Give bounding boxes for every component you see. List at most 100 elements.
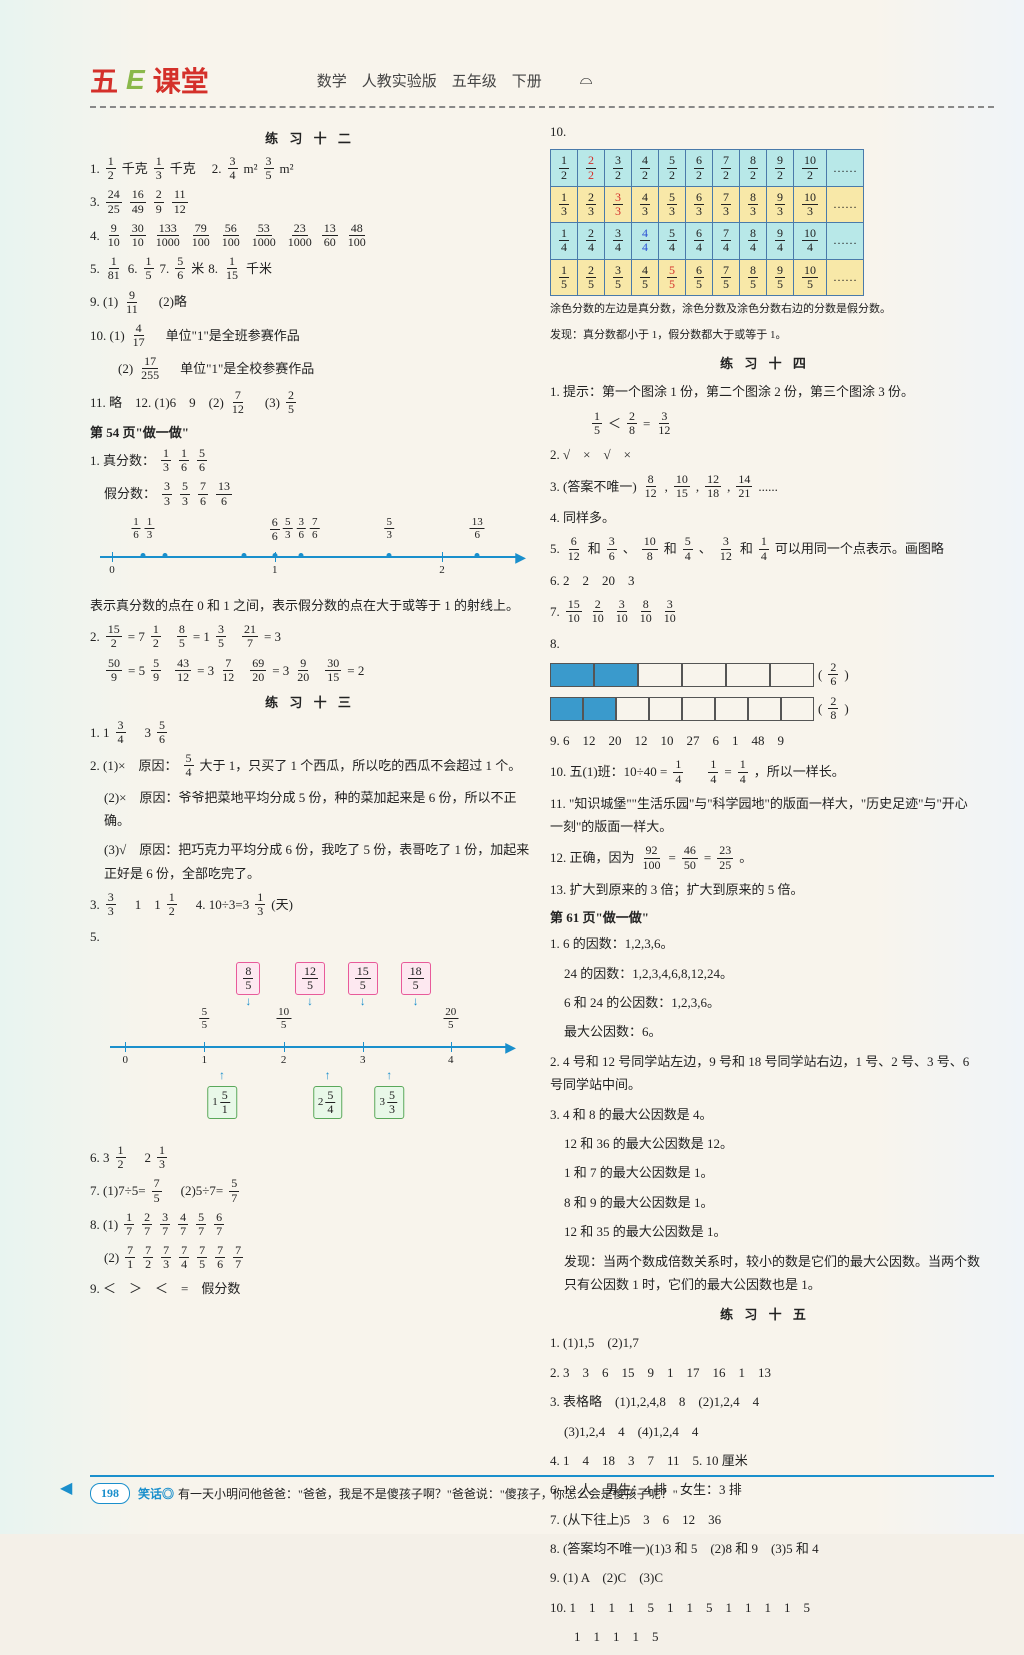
e14-1-frac: 15 ＜ 28 = 312 [550,410,980,437]
r10-note2: 发现：真分数都小于 1，假分数都大于或等于 1。 [550,326,980,346]
ellipsis-cell: …… [827,186,864,222]
bar-cell [682,663,726,687]
arrow-right-icon: ▶ [515,550,526,567]
table-cell: 44 [632,223,659,259]
exercise-14-title: 练 习 十 四 [550,353,980,372]
q8-num: 8. [208,257,218,280]
table-cell: 63 [686,186,713,222]
e13-9: 9. ＜ ＞ ＜ = 假分数 [90,1277,530,1300]
e15-3b: (3)1,2,4 4 (4)1,2,4 4 [550,1420,980,1443]
fraction-table: 122232425262728292102……13233343536373839… [550,149,864,296]
e14-8-bar1: (26) [550,661,980,689]
table-cell: 95 [767,259,794,295]
e15-3: 3. 表格略 (1)1,2,4,8 8 (2)1,2,4 4 [550,1390,980,1413]
e14-4: 4. 同样多。 [550,506,980,529]
p61-2: 2. 4 号和 12 号同学站左边，9 号和 18 号同学站右边，1 号、2 号… [550,1050,980,1097]
q10a-line: 10. (1) 417 单位"1"是全班参赛作品 [90,322,530,349]
page-header: 五 E 课堂 数学 人教实验版 五年级 下册 ⌓ [90,60,994,108]
unit: 米 [191,257,204,280]
q9-text2: (2)略 [146,290,187,313]
table-cell: 84 [740,223,767,259]
e14-2: 2. √ × √ × [550,443,980,466]
right-column: 10. 122232425262728292102……1323334353637… [540,120,980,1655]
e14-12: 12. 正确，因为 92100 = 4650 = 2325 。 [550,844,980,871]
p54-1-note: 表示真分数的点在 0 和 1 之间，表示假分数的点在大于或等于 1 的射线上。 [90,594,530,617]
page: 五 E 课堂 数学 人教实验版 五年级 下册 ⌓ 练 习 十 二 1. 12 千… [0,0,1024,1534]
page-arrow-icon: ◀ [60,1478,72,1498]
q1-num: 1. [90,157,100,180]
table-row: 142434445464748494104…… [551,223,864,259]
p54-2-line2: 509 = 559 4312 = 3712 6920 = 3920 3015 =… [90,657,530,684]
frac: 34 [228,155,238,182]
q4-num: 4. [90,224,100,247]
p61-section-title: 第 61 页"做一做" [550,907,980,926]
q2-num: 2. [212,157,222,180]
p61-1c: 6 和 24 的公因数：1,2,3,6。 [550,991,980,1014]
unit: m² [280,157,294,180]
e13-5: 5. [90,925,530,948]
q11-text: 11. 略 12. (1)6 9 (2) [90,391,224,414]
frac: 13 [154,155,164,182]
q10-1-note: 单位"1"是全班参赛作品 [153,324,300,347]
table-cell: 13 [551,186,578,222]
table-cell: 53 [659,186,686,222]
table-cell: 42 [632,150,659,186]
table-cell: 23 [578,186,605,222]
q10b-line: (2) 17255 单位"1"是全校参赛作品 [90,355,530,382]
page-footer: 198 笑话◎ 有一天小明问他爸爸："爸爸，我是不是傻孩子啊？"爸爸说："傻孩子… [90,1475,994,1504]
exercise-13-title: 练 习 十 三 [90,692,530,711]
table-cell: 82 [740,150,767,186]
frac: 12 [106,155,116,182]
table-row: 152535455565758595105…… [551,259,864,295]
ellipsis-cell: …… [827,223,864,259]
q9-text: 9. (1) [90,290,118,313]
table-cell: 104 [794,223,827,259]
q12-3-text: (3) [252,391,280,414]
exercise-12-title: 练 习 十 二 [90,128,530,147]
p61-3f: 发现：当两个数成倍数关系时，较小的数是它们的最大公因数。当两个数只有公因数 1 … [550,1250,980,1297]
q6-num: 6. [128,257,138,280]
bar-cell [550,697,583,721]
e13-6: 6. 312 213 [90,1144,530,1171]
unit: m² [244,157,258,180]
ellipsis-cell: …… [827,259,864,295]
q10-1-text: 10. (1) [90,324,125,347]
e13-1: 1. 134 356 [90,719,530,746]
p54-1-proper: 1. 真分数： 13 16 56 [90,447,530,474]
table-cell: 105 [794,259,827,295]
bar-cell [594,663,638,687]
p54-section-title: 第 54 页"做一做" [90,422,530,441]
e13-3-4: 3. 33 1 112 4. 10÷3=313 (天) [90,891,530,918]
r10-label: 10. [550,120,980,143]
table-cell: 33 [605,186,632,222]
bar-cell [781,697,814,721]
frac: 35 [264,155,274,182]
q9-line: 9. (1) 911 (2)略 [90,289,530,316]
table-cell: 52 [659,150,686,186]
bar-cell [616,697,649,721]
q5-8-line: 5. 181 6. 15 7. 56 米 8. 115 千米 [90,255,530,282]
table-cell: 72 [713,150,740,186]
bar-cell [715,697,748,721]
e15-9: 9. (1) A (2)C (3)C [550,1566,980,1589]
bar-cell [682,697,715,721]
loop-icon: ⌓ [580,71,593,89]
e14-13: 13. 扩大到原来的 3 倍；扩大到原来的 5 倍。 [550,878,980,901]
p61-1d: 最大公因数：6。 [550,1020,980,1043]
table-cell: 54 [659,223,686,259]
logo-text-ketang: 课堂 [153,60,209,100]
table-cell: 35 [605,259,632,295]
table-cell: 15 [551,259,578,295]
table-cell: 93 [767,186,794,222]
bar-cell [770,663,814,687]
r10-note1: 涂色分数的左边是真分数，涂色分数及涂色分数右边的分数是假分数。 [550,300,980,320]
q5-num: 5. [90,257,100,280]
table-cell: 102 [794,150,827,186]
e15-2: 2. 3 3 6 15 9 1 17 16 1 13 [550,1361,980,1384]
p61-1a: 1. 6 的因数：1,2,3,6。 [550,932,980,955]
logo-text-e: E [126,64,145,96]
table-cell: 12 [551,150,578,186]
ellipsis-cell: …… [827,150,864,186]
bar-cell [726,663,770,687]
table-cell: 65 [686,259,713,295]
